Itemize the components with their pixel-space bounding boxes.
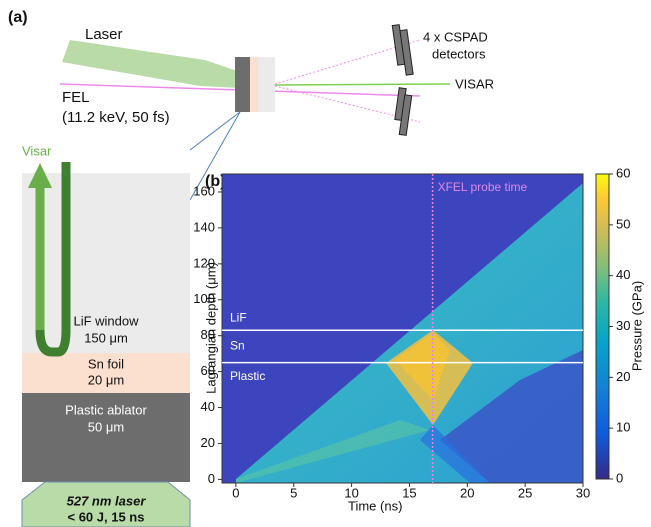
- layer-label: 150 μm: [84, 330, 128, 345]
- visar-arrowhead: [28, 163, 52, 188]
- y-tick-label: 0: [208, 471, 215, 486]
- visar-beam: [274, 83, 451, 86]
- colorbar-tick-label: 0: [616, 470, 623, 485]
- target-lif: [258, 57, 275, 112]
- sn-layer: [22, 353, 190, 393]
- colorbar: [595, 173, 610, 480]
- plot-frame: [221, 173, 584, 484]
- y-axis-label: Lagrangian depth (μm): [203, 262, 218, 394]
- detector-label: detectors: [432, 46, 486, 61]
- drive-laser-params: < 60 J, 15 ns: [68, 509, 145, 524]
- colorbar-tick-label: 20: [616, 369, 630, 384]
- visar-arrow-label: Visar: [22, 143, 52, 158]
- probe-time-label: XFEL probe time: [438, 180, 528, 194]
- x-tick-label: 30: [576, 485, 590, 500]
- detector-label: 4 x CSPAD: [423, 29, 488, 44]
- y-tick-label: 80: [201, 327, 215, 342]
- x-tick-label: 5: [290, 485, 297, 500]
- visar-label: VISAR: [455, 76, 494, 91]
- colorbar-tick-label: 50: [616, 216, 630, 231]
- layer-label: LiF window: [73, 313, 139, 328]
- laser-label: Laser: [85, 26, 123, 43]
- colorbar-tick-label: 30: [616, 318, 630, 333]
- target-plastic: [235, 57, 250, 112]
- y-tick-label: 100: [193, 291, 215, 306]
- layer-label: Plastic ablator: [65, 402, 147, 417]
- y-tick-label: 140: [193, 219, 215, 234]
- layer-label: 20 μm: [88, 372, 124, 387]
- scatter-ray: [274, 39, 421, 85]
- x-tick-label: 10: [344, 485, 358, 500]
- y-tick-label: 40: [201, 399, 215, 414]
- layer-label: Plastic: [230, 369, 265, 383]
- visar-return: [35, 162, 71, 357]
- zoom-line: [189, 111, 241, 201]
- x-axis-label: Time (ns): [348, 498, 402, 513]
- fel-label: FEL: [62, 89, 90, 106]
- target-sn: [250, 57, 258, 112]
- x-tick-label: 15: [402, 485, 416, 500]
- y-tick-label: 20: [201, 435, 215, 450]
- fel-params: (11.2 keV, 50 fs): [62, 109, 170, 126]
- lif-layer: [22, 173, 190, 353]
- drive-laser: [21, 481, 191, 527]
- layer-label: LiF: [230, 310, 247, 324]
- heatmap-image: [222, 174, 583, 483]
- colorbar-tick-label: 60: [616, 165, 630, 180]
- colorbar-tick-label: 10: [616, 420, 630, 435]
- x-tick-label: 25: [518, 485, 532, 500]
- colorbar-tick-label: 40: [616, 267, 630, 282]
- x-tick-label: 0: [232, 485, 239, 500]
- x-tick-label: 20: [460, 485, 474, 500]
- layer-label: Sn: [230, 339, 245, 353]
- y-tick-label: 60: [201, 363, 215, 378]
- layer-label: 50 μm: [88, 419, 124, 434]
- drive-laser-label: 527 nm laser: [67, 493, 147, 508]
- colorbar-label: Pressure (GPa): [629, 281, 644, 371]
- layer-label: Sn foil: [88, 356, 124, 371]
- plastic-layer: [22, 393, 190, 482]
- laser-beam: [62, 40, 240, 88]
- panel-label: (b): [205, 173, 225, 190]
- y-tick-label: 120: [193, 255, 215, 270]
- detectors: [391, 24, 414, 136]
- y-tick-label: 160: [193, 183, 215, 198]
- panel-label: (a): [8, 9, 28, 26]
- zoom-line: [189, 111, 241, 151]
